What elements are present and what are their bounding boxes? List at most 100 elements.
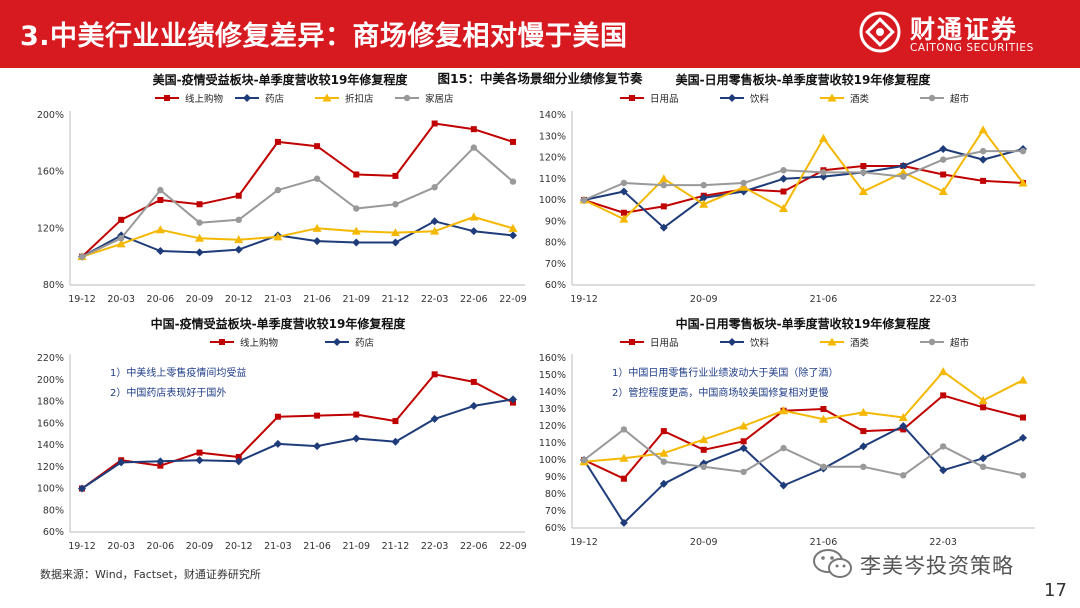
data-point [700,446,707,453]
data-point [509,395,517,404]
data-point [858,187,868,195]
data-point [235,216,242,224]
data-point [979,147,987,155]
x-tick-label: 20-09 [186,541,214,552]
data-point [313,175,321,182]
series-line [583,370,1024,463]
x-tick-label: 22-03 [421,294,449,305]
series-line [583,394,1024,480]
data-point [430,414,439,423]
data-point [860,163,867,169]
data-point [353,205,360,212]
y-tick-label: 200% [37,110,64,121]
logo-en-text: CAITONG SECURITIES [910,42,1034,54]
data-point [940,392,947,399]
data-point [391,238,400,247]
chart-note: 1）中国日用零售行业业绩波动大于美国（除了酒） [612,366,838,379]
data-point [234,245,243,254]
x-tick-label: 20-09 [690,294,718,305]
data-point [1019,147,1027,155]
data-point [980,177,987,184]
series-line [81,373,514,490]
data-point [780,444,787,452]
data-point [235,192,242,199]
x-tick-label: 20-09 [186,294,214,305]
y-tick-label: 70% [545,259,566,270]
x-tick-label: 19-12 [570,294,598,305]
data-point [779,406,789,415]
legend-label: 折扣店 [345,93,374,105]
data-point [314,412,321,419]
data-point [740,179,747,187]
data-point [274,186,282,194]
data-point [659,174,669,183]
series-line [583,428,1024,477]
y-tick-label: 160% [37,418,64,429]
data-point [739,421,749,430]
data-point [860,463,867,470]
legend-label: 超市 [950,337,970,349]
y-tick-label: 220% [37,353,64,364]
legend-marker [728,94,736,102]
data-point [780,188,787,195]
data-point [431,371,438,378]
legend-label: 线上购物 [240,337,279,349]
y-tick-label: 100% [37,484,64,495]
data-point [392,172,399,179]
chart-title: 美国-疫情受益板块-单季度营收较19年修复程度 [153,72,409,87]
data-point [195,248,204,257]
y-tick-label: 90% [545,216,566,227]
y-tick-label: 90% [545,472,566,483]
legend-label: 饮料 [750,93,770,105]
legend-marker [629,339,635,345]
legend-marker [322,93,332,102]
y-tick-label: 130% [539,131,566,142]
data-point [900,472,907,479]
data-point [938,187,948,195]
data-point [620,426,628,433]
y-tick-label: 60% [43,527,64,538]
y-tick-label: 180% [37,397,64,408]
caitong-logo: 财通证券 CAITONG SECURITIES [858,8,1068,60]
legend-marker [333,338,341,346]
series-line [583,150,1023,201]
page-title: 3.中美行业业绩修复差异：商场修复相对慢于美国 [20,21,628,52]
data-point [900,173,907,180]
data-point [940,171,947,178]
x-tick-label: 21-06 [303,294,331,305]
data-point [234,457,243,466]
series-line [583,148,1024,229]
x-tick-label: 20-03 [107,294,135,305]
data-point [699,193,708,202]
x-tick-label: 21-06 [810,537,838,548]
y-tick-label: 110% [539,174,566,185]
data-point [699,199,709,208]
data-point [939,145,948,153]
data-point [195,456,204,465]
data-point [157,462,164,469]
data-point [619,214,629,223]
x-tick-label: 20-06 [147,294,175,305]
y-tick-label: 80% [43,505,64,516]
data-point [820,406,827,412]
legend-label: 药店 [355,337,374,349]
data-point [431,120,438,127]
data-point [509,178,517,185]
series-line [81,216,514,258]
legend-label: 家居店 [425,93,454,105]
data-point [939,443,947,450]
legend-marker [827,337,837,346]
data-point [700,463,707,470]
chart-us-epidemic: 美国-疫情受益板块-单季度营收较19年修复程度 线上购物 药店 折扣店 家居店 80% 12… [20,70,540,310]
data-point [740,468,747,476]
data-point [314,143,321,150]
legend-marker [928,338,936,346]
x-tick-label: 22-06 [460,541,488,552]
data-point [469,401,478,410]
x-tick-label: 20-09 [690,537,718,548]
data-point [469,227,478,236]
x-tick-label: 22-09 [499,541,527,552]
data-point [898,413,908,421]
legend-marker [728,338,736,346]
